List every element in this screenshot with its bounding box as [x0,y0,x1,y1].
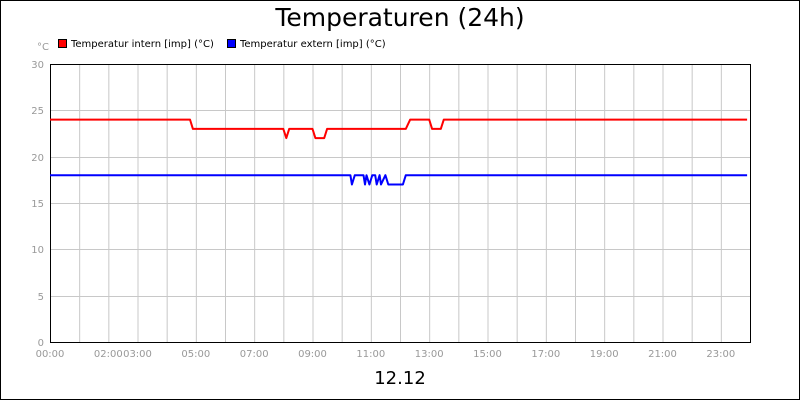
y-tick-label: 30 [31,60,44,71]
x-tick-label: 05:00 [181,349,210,360]
x-tick-label: 07:00 [240,349,269,360]
y-tick-label: 25 [31,106,44,117]
y-tick-label: 20 [31,153,44,164]
y-unit-label: °C [37,42,49,53]
x-tick-label: 21:00 [648,349,677,360]
legend-label-intern: Temperatur intern [imp] (°C) [71,39,214,50]
series-line-0 [50,118,748,140]
chart-title: Temperaturen (24h) [275,3,525,32]
x-tick-label: 13:00 [415,349,444,360]
y-tick-label: 10 [31,245,44,256]
x-tick-label: 23:00 [706,349,735,360]
x-tick-label: 00:00 [36,349,65,360]
x-tick-label: 02:00 [94,349,123,360]
legend-label-extern: Temperatur extern [imp] (°C) [240,39,386,50]
x-tick-label: 15:00 [473,349,502,360]
x-tick-label: 11:00 [356,349,385,360]
legend-item-extern: Temperatur extern [imp] (°C) [227,39,386,50]
y-tick-label: 0 [38,338,44,349]
legend-item-intern: Temperatur intern [imp] (°C) [58,39,214,50]
x-tick-label: 17:00 [531,349,560,360]
x-tick-label: 03:00 [123,349,152,360]
date-label: 12.12 [374,368,426,389]
y-tick-label: 15 [31,199,44,210]
legend-swatch-intern [58,39,67,48]
legend-swatch-extern [227,39,236,48]
series-line-1 [50,174,748,186]
plot-area-border [50,64,751,343]
x-tick-label: 19:00 [590,349,619,360]
y-tick-label: 5 [38,292,44,303]
x-tick-label: 09:00 [298,349,327,360]
